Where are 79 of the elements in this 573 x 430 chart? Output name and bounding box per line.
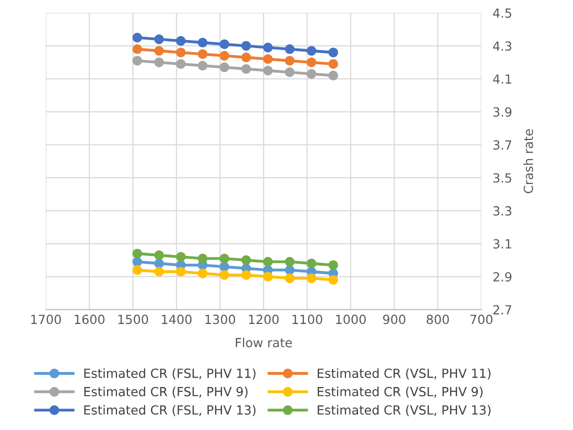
x-tick-label: 1000 — [336, 314, 366, 324]
point — [176, 59, 186, 69]
point — [328, 59, 338, 69]
point — [176, 266, 186, 277]
legend-label: Estimated CR (FSL, PHV 9) — [84, 386, 248, 398]
point — [198, 60, 208, 71]
x-tick-label: 800 — [426, 314, 449, 324]
x-tick-label: 1700 — [31, 314, 61, 324]
point — [154, 250, 164, 260]
point — [154, 57, 164, 68]
y-tick-label: 2.7 — [493, 305, 512, 314]
y-tick-label: 3.3 — [493, 206, 512, 216]
point — [263, 54, 273, 64]
point — [284, 44, 295, 54]
x-tick-label: 1400 — [162, 314, 192, 324]
x-tick-label: 1100 — [292, 314, 322, 324]
x-tick-label: 900 — [383, 314, 406, 324]
point — [220, 50, 230, 61]
x-tick-label: 700 — [470, 314, 492, 324]
point — [306, 273, 316, 284]
legend-label: Estimated CR (VSL, PHV 13) — [318, 405, 490, 416]
point — [241, 270, 252, 280]
point — [241, 255, 252, 266]
point — [306, 46, 316, 56]
y-tick-label: 4.1 — [493, 74, 512, 84]
point — [284, 273, 295, 284]
point — [328, 48, 338, 58]
point — [198, 254, 208, 264]
point — [132, 44, 142, 54]
point — [241, 52, 252, 62]
point — [176, 252, 186, 262]
point — [198, 38, 208, 48]
y-tick-label: 4.3 — [493, 41, 512, 51]
point — [284, 256, 295, 267]
x-tick-label: 1600 — [74, 314, 104, 324]
point — [132, 248, 142, 258]
point — [132, 56, 142, 66]
point — [154, 266, 164, 277]
point — [328, 70, 338, 80]
point — [263, 42, 273, 52]
legend-label: Estimated CR (FSL, PHV 11) — [84, 368, 256, 380]
point — [306, 57, 316, 68]
x-tick-label: 1200 — [249, 314, 279, 324]
point — [132, 32, 142, 42]
y-tick-label: 4.5 — [493, 8, 512, 18]
y-tick-label: 3.7 — [493, 140, 512, 150]
point — [328, 275, 338, 285]
y-tick-label: 3.9 — [493, 107, 512, 117]
point — [306, 69, 316, 79]
y-tick-label: 3.5 — [493, 173, 512, 183]
point — [284, 56, 295, 66]
y-tick-label: 3.1 — [493, 239, 512, 249]
point — [263, 256, 273, 267]
y-axis-title: Crash rate — [523, 129, 534, 194]
legend-label: Estimated CR (VSL, PHV 9) — [318, 386, 483, 398]
point — [176, 48, 186, 58]
x-tick-label: 1300 — [206, 314, 236, 324]
point — [176, 36, 186, 46]
point — [220, 254, 230, 264]
point — [263, 272, 273, 282]
x-axis-title: Flow rate — [236, 338, 292, 348]
point — [241, 64, 252, 74]
point — [198, 268, 208, 278]
point — [220, 270, 230, 280]
point — [220, 39, 230, 50]
legend-label: Estimated CR (FSL, PHV 13) — [84, 405, 256, 416]
point — [198, 49, 208, 59]
x-tick-label: 1500 — [118, 314, 148, 324]
point — [284, 67, 295, 78]
y-tick-label: 2.9 — [493, 272, 512, 282]
point — [132, 265, 142, 275]
point — [328, 260, 338, 270]
point — [154, 34, 164, 44]
point — [220, 62, 230, 72]
point — [263, 66, 273, 76]
legend-label: Estimated CR (VSL, PHV 11) — [318, 368, 490, 380]
point — [306, 258, 316, 268]
point — [241, 41, 252, 51]
point — [154, 46, 164, 56]
